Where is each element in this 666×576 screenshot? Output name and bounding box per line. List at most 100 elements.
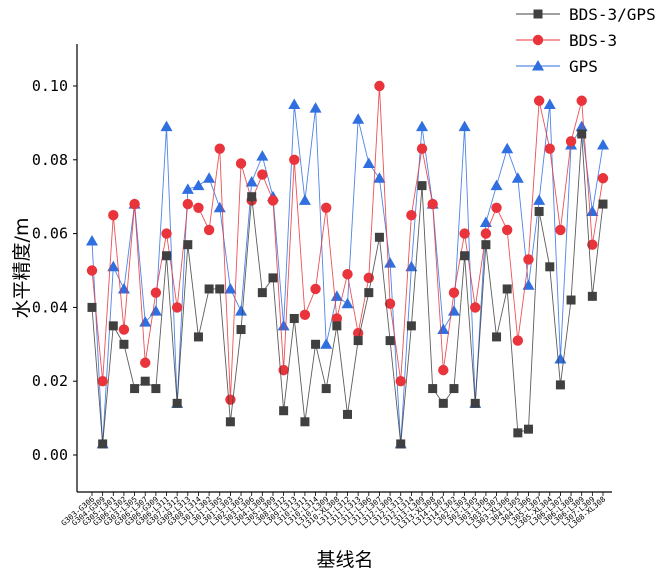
data-point <box>364 288 374 298</box>
legend-label: GPS <box>569 57 598 76</box>
data-point <box>288 98 301 109</box>
data-point <box>119 339 129 349</box>
data-point <box>543 98 556 109</box>
data-point <box>192 179 205 191</box>
data-point <box>513 428 523 438</box>
data-point <box>149 305 162 316</box>
data-point <box>151 384 161 394</box>
data-point <box>97 376 108 387</box>
data-point <box>512 335 524 346</box>
data-point <box>342 268 353 280</box>
data-point <box>384 298 396 309</box>
y-tick-label: 0.10 <box>32 77 68 95</box>
data-point <box>320 338 333 349</box>
data-point <box>566 295 576 305</box>
data-point <box>406 209 417 221</box>
legend-marker <box>533 9 543 19</box>
data-point <box>544 143 555 154</box>
data-point <box>448 287 460 298</box>
legend-marker <box>532 34 544 46</box>
data-point <box>417 181 427 191</box>
data-point <box>130 384 140 394</box>
data-point <box>587 239 598 250</box>
data-point <box>298 194 311 205</box>
data-point <box>384 257 397 268</box>
legend-item: BDS-3 <box>516 31 617 50</box>
data-point <box>534 206 544 216</box>
data-point <box>160 120 173 132</box>
data-point <box>299 309 311 320</box>
x-axis-title: 基线名 <box>316 549 373 571</box>
y-ticks: 0.00 0.02 0.04 0.06 0.08 0.10 <box>32 77 77 464</box>
data-point <box>87 302 97 312</box>
data-point <box>204 284 214 294</box>
data-point <box>353 336 363 346</box>
y-tick-label: 0.04 <box>32 298 68 316</box>
data-point <box>277 319 290 331</box>
data-point <box>481 240 491 250</box>
legend-marker <box>532 60 544 71</box>
data-point <box>341 297 354 309</box>
data-point <box>267 195 279 206</box>
data-point <box>459 228 470 239</box>
data-point <box>385 336 395 346</box>
data-point <box>150 287 162 298</box>
legend-label: BDS-3 <box>569 31 617 50</box>
data-point <box>140 357 151 368</box>
data-point <box>86 265 98 276</box>
legend-item: GPS <box>516 57 598 76</box>
data-point <box>235 305 248 316</box>
data-point <box>172 398 182 408</box>
data-point <box>215 284 225 294</box>
data-point <box>428 384 438 394</box>
data-point <box>490 179 503 191</box>
data-point <box>86 234 98 246</box>
data-point <box>555 380 565 390</box>
data-point <box>447 305 460 316</box>
data-point <box>502 284 512 294</box>
y-tick-label: 0.06 <box>32 225 68 243</box>
data-point <box>235 158 247 169</box>
series-line <box>91 85 604 400</box>
data-point <box>98 439 108 449</box>
data-point <box>511 172 524 183</box>
data-point <box>374 80 385 92</box>
data-point <box>597 173 609 184</box>
data-point <box>362 157 375 168</box>
legend-item: BDS-3/GPS <box>516 5 656 24</box>
data-point <box>352 113 365 124</box>
data-point <box>523 254 534 265</box>
data-point <box>331 313 343 324</box>
y-tick-label: 0.02 <box>32 372 68 390</box>
data-point <box>225 417 235 427</box>
data-point <box>438 398 448 408</box>
data-point <box>343 409 352 419</box>
data-point <box>479 216 492 228</box>
data-point <box>193 202 204 213</box>
series-triangle <box>86 98 609 449</box>
data-point <box>256 150 269 161</box>
data-point <box>225 394 236 405</box>
y-tick-label: 0.00 <box>32 446 68 464</box>
data-point <box>279 406 289 416</box>
data-point <box>213 201 226 213</box>
data-point <box>289 154 300 165</box>
data-point <box>162 251 172 261</box>
y-axis-title: 水平精度/m <box>11 218 33 319</box>
data-point <box>565 136 577 147</box>
data-point <box>245 175 258 187</box>
data-point <box>501 224 513 236</box>
data-point <box>416 120 429 132</box>
data-point <box>183 240 193 250</box>
data-point <box>224 282 237 294</box>
data-point <box>289 313 299 323</box>
data-point <box>437 323 450 335</box>
data-point <box>395 376 406 387</box>
y-tick-label: 0.08 <box>32 151 68 169</box>
data-point <box>247 192 257 202</box>
data-point <box>181 183 194 194</box>
series-layer <box>86 80 609 449</box>
data-point <box>140 376 150 386</box>
data-point <box>321 384 331 394</box>
